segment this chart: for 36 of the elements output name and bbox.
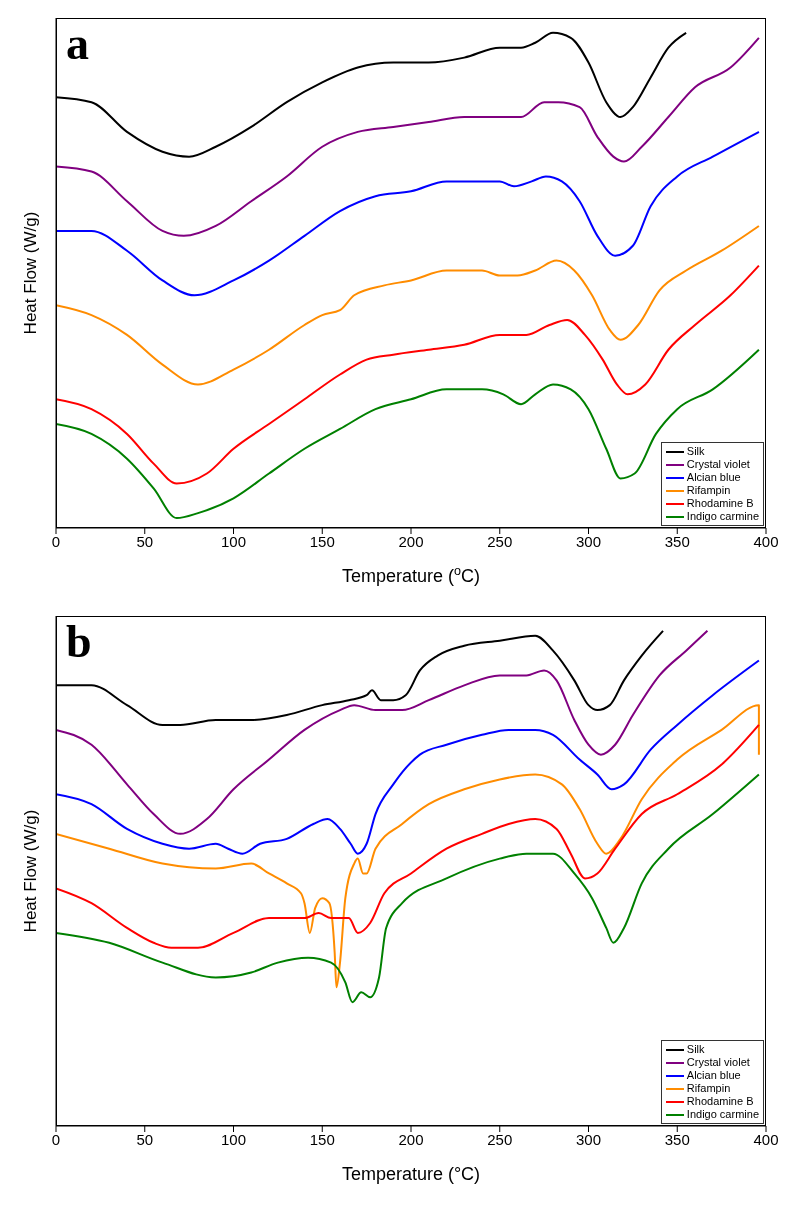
x-tick-label: 100 <box>220 1130 247 1148</box>
x-tick-label: 400 <box>753 1130 779 1148</box>
x-tick-label: 150 <box>309 532 335 550</box>
legend-label: Indigo carmine <box>686 510 759 523</box>
legend-label: Rhodamine B <box>686 1095 754 1108</box>
x-tick-label: 300 <box>575 1130 602 1148</box>
y-axis-title: Heat Flow (W/g) <box>21 809 41 933</box>
legend-label: Rhodamine B <box>686 497 754 510</box>
x-tick-label: 350 <box>664 1130 690 1148</box>
x-tick-label: 250 <box>487 532 513 550</box>
x-tick-label: 100 <box>220 532 247 550</box>
x-tick-label: 0 <box>51 532 61 550</box>
legend-label: Rifampin <box>686 1082 731 1095</box>
x-tick-label: 0 <box>51 1130 61 1148</box>
x-axis-title: Temperature (°C) <box>341 1164 481 1184</box>
x-tick-label: 250 <box>487 1130 513 1148</box>
x-axis-title: Temperature ($^{o}$C) <box>341 564 481 586</box>
legend-label: Crystal violet <box>686 1056 750 1069</box>
y-axis-title: Heat Flow (W/g) <box>21 211 41 335</box>
x-tick-label: 200 <box>398 532 424 550</box>
x-tick-label: 400 <box>753 532 779 550</box>
chart-title: b <box>66 616 92 667</box>
legend-label: Silk <box>686 1043 705 1056</box>
legend-label: Crystal violet <box>686 458 750 471</box>
x-tick-label: 300 <box>575 532 602 550</box>
x-tick-label: 50 <box>136 532 154 550</box>
legend-label: Silk <box>686 445 705 458</box>
x-tick-label: 150 <box>309 1130 335 1148</box>
chart-title: a <box>66 18 89 69</box>
legend-label: Alcian blue <box>686 471 741 484</box>
x-tick-label: 50 <box>136 1130 154 1148</box>
legend-label: Alcian blue <box>686 1069 741 1082</box>
legend-label: Rifampin <box>686 484 731 497</box>
x-tick-label: 350 <box>664 532 690 550</box>
x-tick-label: 200 <box>398 1130 424 1148</box>
legend-label: Indigo carmine <box>686 1108 759 1121</box>
